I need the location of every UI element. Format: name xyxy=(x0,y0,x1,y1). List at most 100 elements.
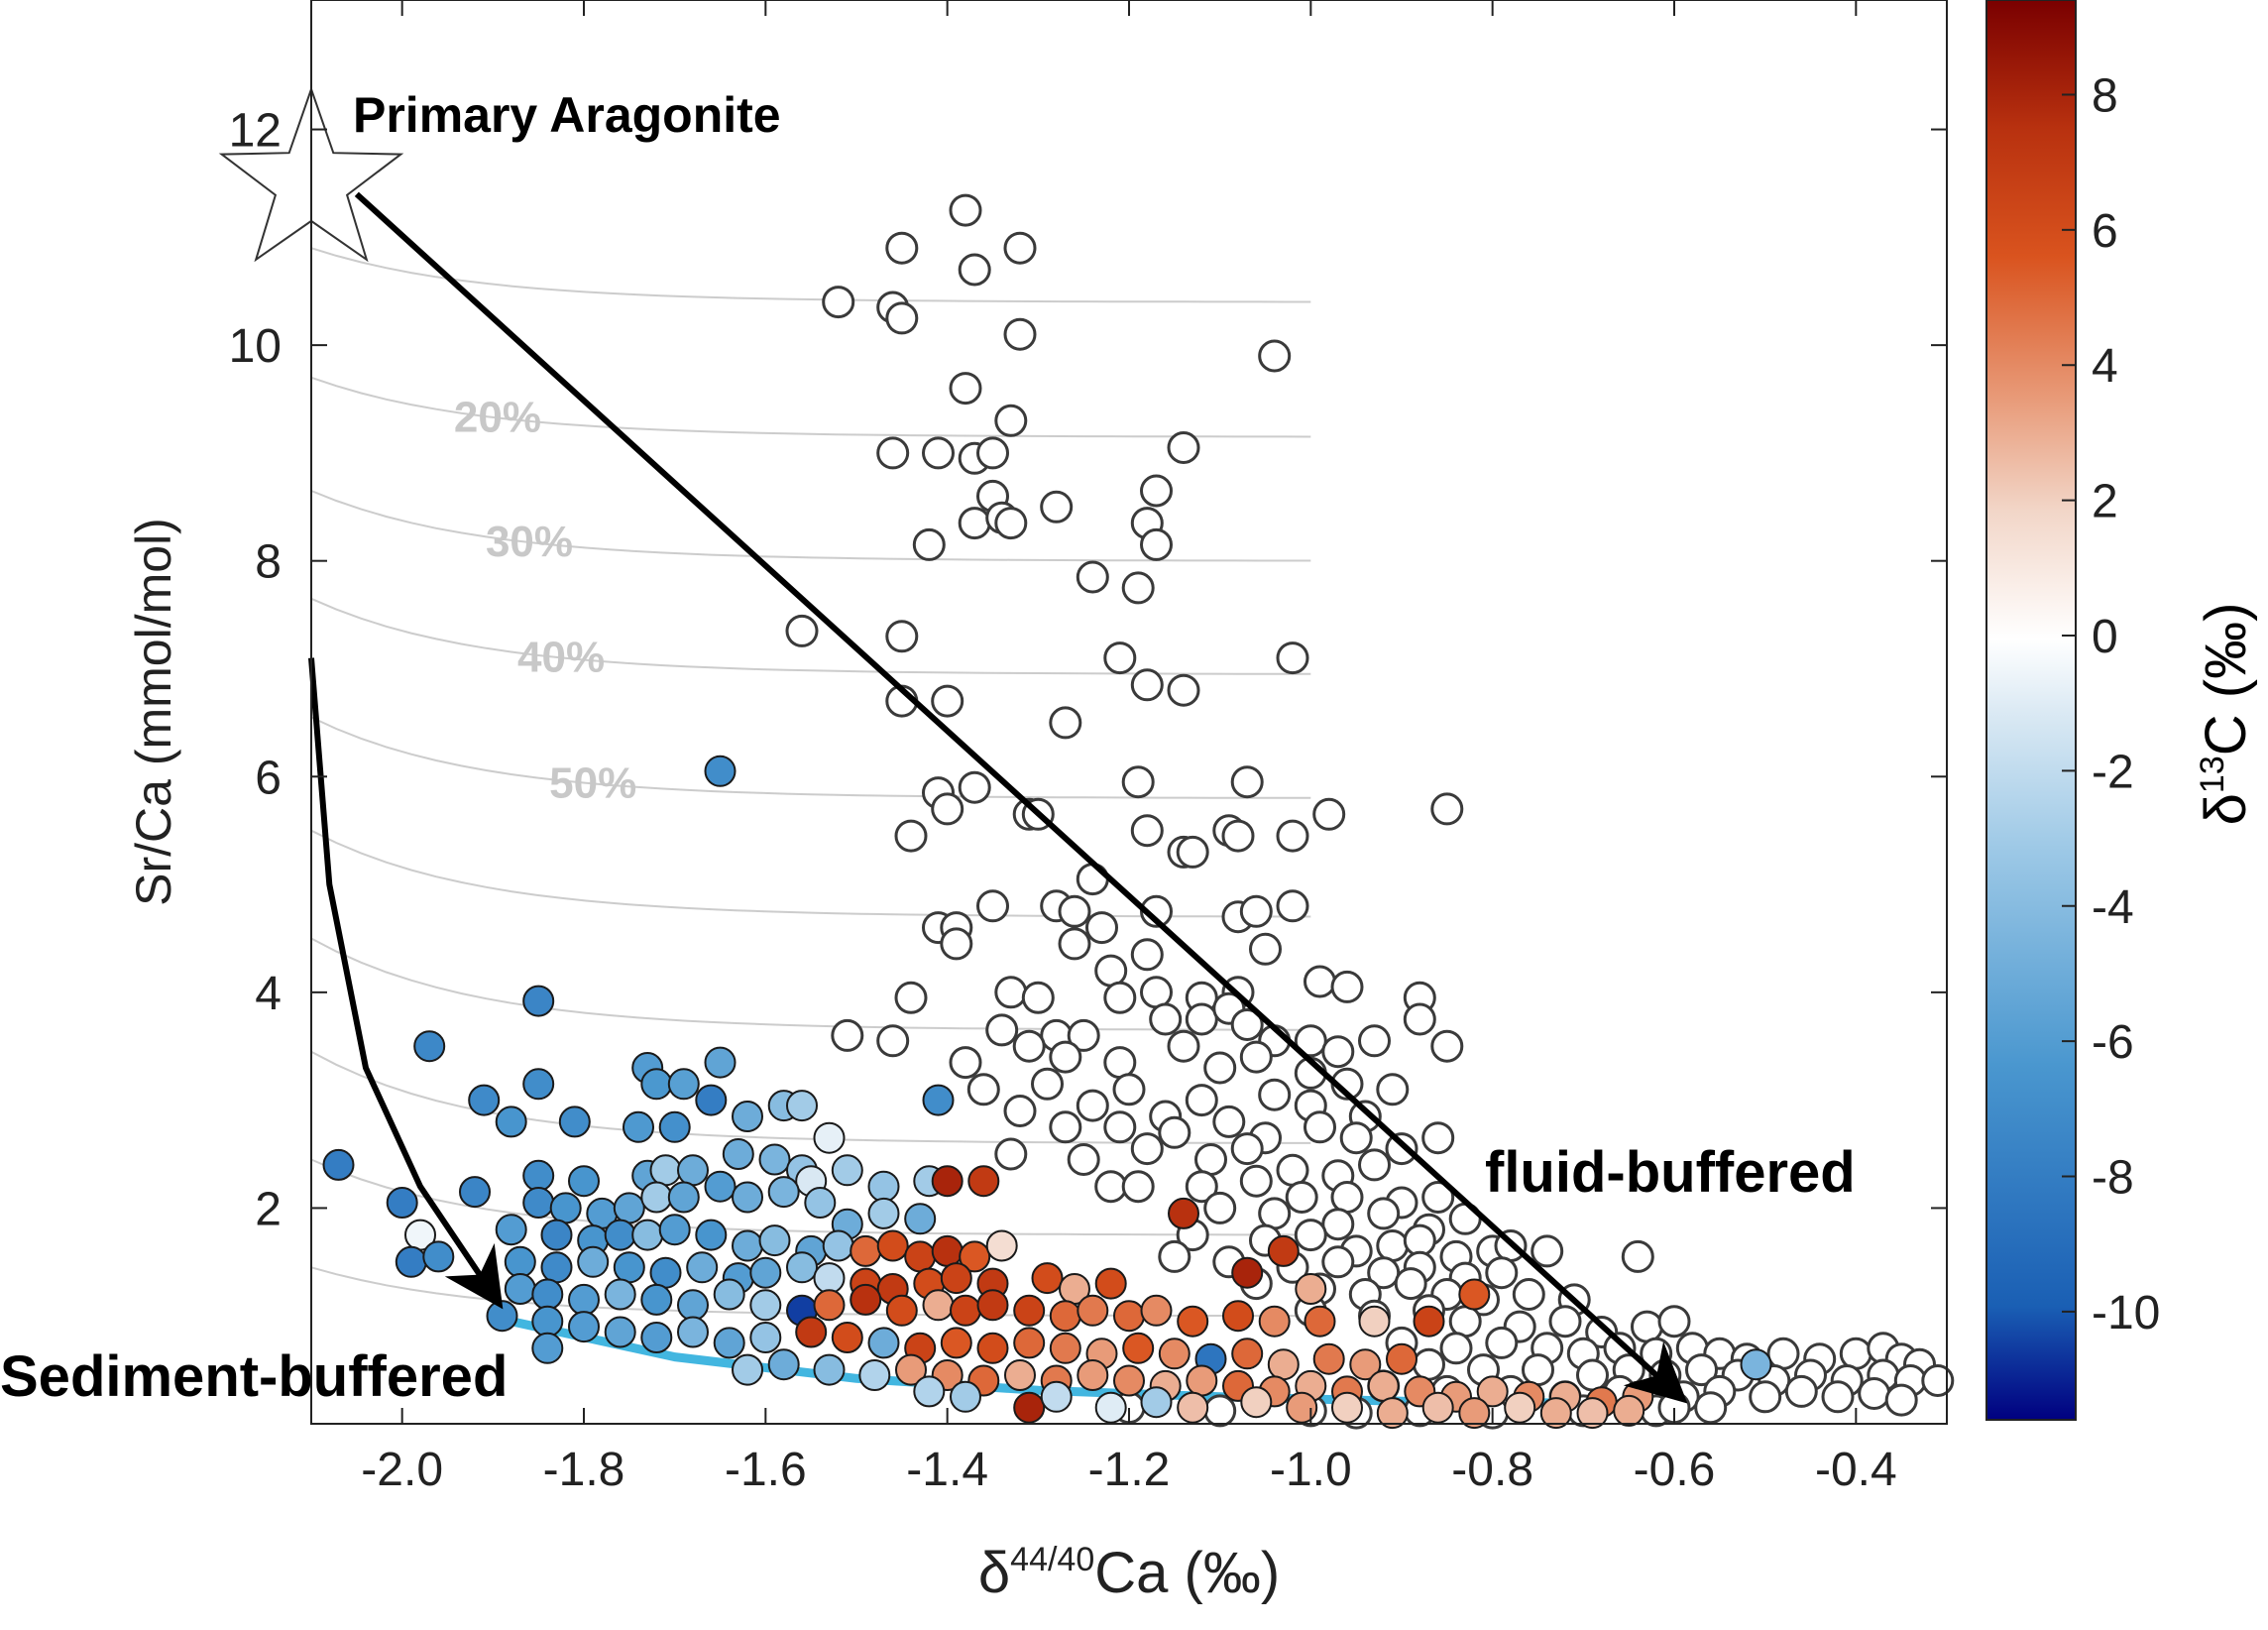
open-data-point xyxy=(1003,317,1037,351)
colored-data-point xyxy=(858,1359,891,1391)
colored-data-point xyxy=(831,1322,863,1353)
open-data-point xyxy=(1158,1115,1191,1149)
open-data-point xyxy=(922,436,955,470)
open-data-point xyxy=(1067,1018,1100,1052)
colorbar-label: δ13C (‰) xyxy=(2194,603,2258,826)
colored-data-point xyxy=(758,1224,791,1257)
colored-data-point xyxy=(422,1240,455,1273)
colored-data-point xyxy=(540,1251,573,1284)
contour-label: 50% xyxy=(549,758,636,807)
contour-line xyxy=(310,490,1311,562)
open-data-point xyxy=(1130,668,1164,702)
open-data-point xyxy=(994,404,1028,437)
colored-data-point xyxy=(677,1154,709,1187)
colored-data-point xyxy=(940,1262,972,1295)
open-data-point xyxy=(958,507,991,540)
open-data-point xyxy=(1821,1380,1855,1414)
y-tick-label: 6 xyxy=(255,752,282,804)
open-data-point xyxy=(994,1137,1028,1171)
colored-data-point xyxy=(531,1305,564,1338)
colored-data-point xyxy=(713,1327,745,1359)
colored-data-point xyxy=(1077,1294,1109,1327)
open-data-point xyxy=(1049,1110,1082,1144)
open-data-point xyxy=(1121,765,1155,799)
colored-data-point xyxy=(850,1234,882,1267)
colored-data-point xyxy=(931,1165,964,1198)
colored-data-point xyxy=(850,1283,882,1316)
colored-data-point xyxy=(913,1375,946,1408)
colored-data-point xyxy=(667,1181,700,1214)
colored-data-point xyxy=(767,1348,800,1381)
colored-data-point xyxy=(813,1262,846,1295)
colored-data-point xyxy=(640,1068,673,1101)
open-data-point xyxy=(1058,927,1091,961)
contour-line xyxy=(310,716,1311,799)
open-data-point xyxy=(1403,1002,1436,1036)
colored-data-point xyxy=(1367,1369,1400,1402)
open-data-point xyxy=(1058,894,1091,928)
colored-data-point xyxy=(795,1316,828,1348)
colored-data-point xyxy=(486,1300,518,1333)
colored-data-point xyxy=(1295,1273,1327,1305)
colored-data-point xyxy=(758,1143,791,1176)
colored-data-point xyxy=(577,1245,610,1278)
colored-data-point xyxy=(713,1278,745,1311)
colored-data-point xyxy=(1040,1380,1073,1413)
annotation-fluid-buffered: fluid-buffered xyxy=(1485,1140,1856,1205)
open-data-point xyxy=(1548,1305,1582,1339)
colored-data-point xyxy=(940,1327,972,1359)
open-data-point xyxy=(1194,1143,1227,1176)
open-data-point xyxy=(1158,1239,1191,1273)
open-data-point xyxy=(1103,641,1137,675)
colored-data-point xyxy=(959,1240,991,1273)
colored-data-point xyxy=(1349,1348,1382,1381)
open-data-point xyxy=(1140,527,1173,561)
open-data-point xyxy=(1212,1105,1246,1138)
open-data-point xyxy=(966,1073,1000,1106)
open-data-point xyxy=(1040,490,1074,524)
colored-data-point xyxy=(813,1353,846,1386)
open-data-point xyxy=(1094,954,1128,988)
colored-data-point xyxy=(677,1289,709,1322)
colored-data-point xyxy=(1458,1397,1491,1430)
colored-data-point xyxy=(922,1289,955,1322)
colored-data-point xyxy=(1304,1305,1336,1338)
colored-data-point xyxy=(649,1154,682,1187)
colored-data-point xyxy=(1049,1300,1081,1333)
y-tick-label: 4 xyxy=(255,968,282,1020)
open-data-point xyxy=(1321,1245,1355,1279)
open-data-point xyxy=(1394,1267,1427,1301)
colored-data-point xyxy=(1576,1397,1609,1430)
colored-data-point xyxy=(1031,1262,1064,1295)
colored-data-point xyxy=(1312,1342,1345,1375)
open-data-point xyxy=(958,253,991,287)
open-data-point xyxy=(1858,1377,1891,1410)
open-data-point xyxy=(1367,1256,1401,1290)
colored-data-point xyxy=(568,1283,600,1316)
open-data-point xyxy=(1203,1394,1237,1428)
open-data-point xyxy=(958,770,991,804)
open-data-point xyxy=(1176,835,1209,869)
colored-data-point xyxy=(695,1219,728,1251)
colored-data-point xyxy=(549,1192,582,1224)
colored-data-point xyxy=(895,1353,927,1386)
colored-data-point xyxy=(1476,1375,1509,1408)
colored-data-point xyxy=(640,1283,673,1316)
colored-data-point xyxy=(1286,1391,1318,1424)
open-data-point xyxy=(1339,1121,1373,1155)
open-data-point xyxy=(1249,932,1282,966)
colored-data-point xyxy=(1094,1267,1127,1300)
open-data-point xyxy=(1439,1332,1473,1365)
colored-data-point xyxy=(640,1322,673,1353)
open-data-point xyxy=(1203,1191,1237,1224)
colored-data-point xyxy=(658,1110,691,1143)
open-data-point xyxy=(1749,1380,1782,1414)
x-tick-label: -1.8 xyxy=(543,1444,625,1496)
colored-data-point xyxy=(677,1316,709,1348)
open-data-point xyxy=(894,819,928,853)
colored-data-point xyxy=(658,1214,691,1246)
open-data-point xyxy=(1167,1029,1200,1063)
open-data-point xyxy=(1130,814,1164,848)
colored-data-point xyxy=(522,1159,555,1192)
colored-data-point xyxy=(631,1219,664,1251)
